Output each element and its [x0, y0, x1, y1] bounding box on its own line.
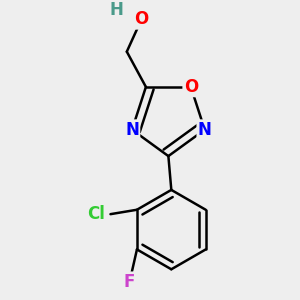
Text: Cl: Cl [87, 205, 105, 223]
Text: O: O [184, 78, 198, 96]
Text: H: H [110, 2, 123, 20]
Text: N: N [198, 121, 212, 139]
Text: O: O [134, 10, 148, 28]
Text: N: N [125, 121, 139, 139]
Text: F: F [124, 273, 135, 291]
